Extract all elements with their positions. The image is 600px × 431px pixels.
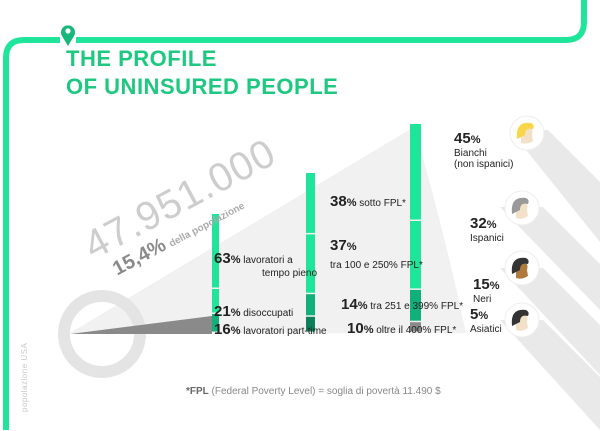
bars-layer [212,124,421,332]
bar-etnia-3 [410,322,421,332]
footnote: *FPL (Federal Poverty Level) = soglia di… [186,386,441,397]
asian-person-icon [504,302,540,338]
black-person-icon [504,250,540,286]
fan-background [70,127,466,333]
label-reddito-1: 37% tra 100 e 250% FPL* [330,237,423,272]
icons-layer [504,115,545,338]
value-etnia-1: 32 [470,215,487,232]
white-person-icon [509,115,545,151]
category-etnia-2: Neri [473,293,492,305]
base-bar [70,316,212,334]
category-etnia-0: Bianchi [454,147,487,159]
unit-reddito-3: % [363,324,374,336]
frame-line [3,0,587,430]
value-occupazione-0: 63 [214,250,231,267]
bar-etnia-2 [410,289,421,321]
category-occupazione-0-line-2: tempo pieno [262,267,318,279]
category-reddito-1: tra 100 e 250% FPL* [330,259,423,271]
bar-reddito-1 [306,234,315,293]
value-reddito-1: 37 [330,237,347,254]
bar-reddito-3 [306,316,315,332]
unit-reddito-2: % [357,300,368,312]
title-line-1: THE PROFILE [66,46,217,71]
label-reddito-3: 10% oltre il 400% FPL* [347,320,456,338]
value-reddito-3: 10 [347,320,364,337]
footnote-term: *FPL [186,386,209,397]
category-occupazione-2: lavoratori part-time [240,326,327,337]
bar-reddito-0 [306,173,315,233]
bar-occupazione-0 [212,214,219,288]
category-reddito-2: tra 251 e 399% FPL* [367,301,464,312]
value-etnia-0: 45 [454,130,471,147]
icon-shadows [500,130,600,430]
category-reddito-3: oltre il 400% FPL* [373,325,457,336]
value-reddito-0: 38 [330,193,347,210]
label-occupazione-0: 63% lavoratori a tempo pieno [214,250,318,279]
unit-occupazione-1: % [230,307,241,319]
value-reddito-2: 14 [341,296,358,313]
label-etnia-1: 32% Ispanici [470,215,504,244]
bar-etnia-0 [410,124,421,220]
label-etnia-2: 15% Neri [473,276,500,305]
category-etnia-3: Asiatici [470,323,502,335]
unit-etnia-3: % [478,310,489,322]
category-etnia-1: Ispanici [470,232,504,244]
label-reddito-0: 38% sotto FPL* [330,193,406,211]
label-occupazione-1: 21% disoccupati [214,303,293,321]
value-etnia-2: 15 [473,276,490,293]
category-reddito-0: sotto FPL* [356,198,406,209]
unit-etnia-0: % [470,134,481,146]
value-occupazione-1: 21 [214,303,231,320]
category-etnia-0-line-2: (non ispanici) [454,158,514,170]
unit-etnia-2: % [489,280,500,292]
category-occupazione-1: disoccupati [240,308,294,319]
footnote-text: (Federal Poverty Level) = soglia di pove… [208,386,441,397]
label-etnia-3: 5% Asiatici [470,306,502,335]
value-occupazione-2: 16 [214,321,231,338]
unit-etnia-1: % [486,219,497,231]
unit-occupazione-2: % [230,325,241,337]
bar-etnia-1 [410,221,421,289]
label-reddito-2: 14% tra 251 e 399% FPL* [341,296,463,314]
value-etnia-3: 5 [470,306,479,323]
category-occupazione-0: lavoratori a [240,255,293,266]
title-line-2: OF UNINSURED PEOPLE [66,74,339,99]
bar-reddito-2 [306,294,315,316]
bar-occupazione-2 [212,314,219,332]
pin-marker-icon [61,25,75,46]
base-label: popolazione USA [20,342,29,412]
label-etnia-0: 45% Bianchi (non ispanici) [454,130,514,170]
unit-reddito-0: % [346,197,357,209]
bar-occupazione-1 [212,289,219,313]
unit-reddito-1: % [346,241,357,253]
unit-occupazione-0: % [230,254,241,266]
label-occupazione-2: 16% lavoratori part-time [214,321,327,339]
hispanic-person-icon [504,190,540,226]
